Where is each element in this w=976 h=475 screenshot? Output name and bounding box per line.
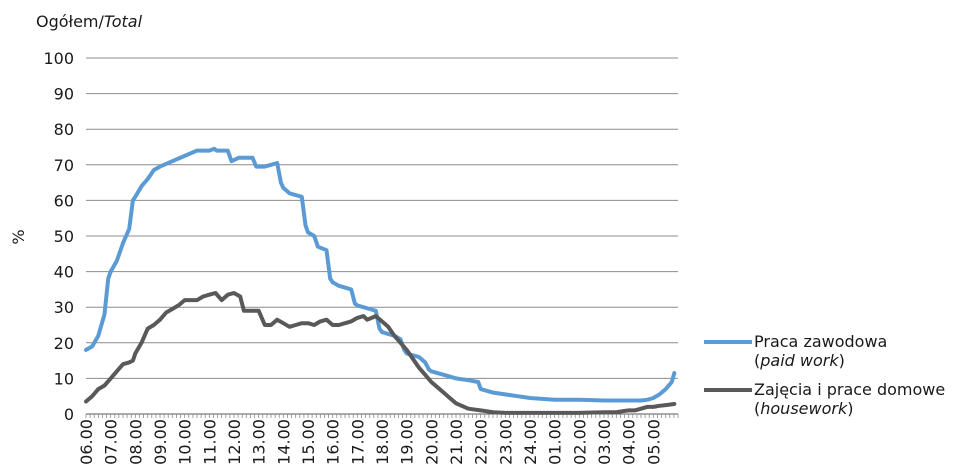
x-tick-label: 06.00 [77, 419, 96, 465]
y-tick-label: 30 [54, 298, 74, 317]
x-tick-label: 21.00 [447, 419, 466, 465]
legend-label-italic: paid work [760, 351, 839, 370]
y-tick-label: 20 [54, 334, 74, 353]
legend-swatch-housework [704, 388, 752, 392]
series-line-paid-work [84, 146, 677, 403]
x-tick-label: 19.00 [398, 419, 417, 465]
y-tick-labels: 0 10 20 30 40 50 60 70 80 90 100 [43, 49, 74, 424]
x-tick-label: 23.00 [496, 419, 515, 465]
chart-title-italic: Total [103, 12, 143, 31]
y-tick-label: 0 [64, 405, 74, 424]
y-tick-label: 50 [54, 227, 74, 246]
x-tick-label: 17.00 [348, 419, 367, 465]
chart-title: Ogółem/Total [36, 12, 142, 31]
x-tick-label: 10.00 [176, 419, 195, 465]
legend-label-paid-work: Praca zawodowa (paid work) [754, 332, 888, 370]
series-line-housework [84, 291, 677, 415]
y-tick-label: 40 [54, 263, 74, 282]
x-tick-label: 05.00 [644, 419, 663, 465]
y-tick-label: 100 [43, 49, 74, 68]
x-tick-label: 15.00 [299, 419, 318, 465]
legend-label-main: Zajęcia i prace domowe [754, 380, 946, 399]
x-axis [85, 413, 679, 418]
x-tick-label: 12.00 [225, 419, 244, 465]
y-tick-label: 80 [54, 120, 74, 139]
gridlines [86, 57, 678, 379]
x-tick-label: 18.00 [373, 419, 392, 465]
x-tick-label: 24.00 [521, 419, 540, 465]
x-tick-label: 14.00 [274, 419, 293, 465]
x-tick-label: 13.00 [250, 419, 269, 465]
x-tick-label: 07.00 [102, 419, 121, 465]
x-tick-label: 03.00 [595, 419, 614, 465]
series-lines [84, 146, 677, 415]
legend-label-italic: housework [760, 399, 848, 418]
y-tick-label: 10 [54, 369, 74, 388]
x-tick-label: 22.00 [472, 419, 491, 465]
y-tick-label: 60 [54, 191, 74, 210]
x-tick-label: 01.00 [546, 419, 565, 465]
x-tick-label: 11.00 [200, 419, 219, 465]
legend-swatch-paid-work [704, 340, 752, 344]
legend-label-main: Praca zawodowa [754, 332, 888, 351]
x-tick-label: 08.00 [126, 419, 145, 465]
legend-label-housework: Zajęcia i prace domowe (housework) [754, 380, 946, 418]
y-tick-label: 70 [54, 156, 74, 175]
y-tick-label: 90 [54, 85, 74, 104]
x-tick-label: 04.00 [620, 419, 639, 465]
x-tick-labels: 06.00 07.00 08.00 09.00 10.00 11.00 12.00 13.00… [77, 419, 663, 465]
chart-title-main: Ogółem/ [36, 12, 104, 31]
x-tick-label: 16.00 [324, 419, 343, 465]
x-tick-label: 09.00 [151, 419, 170, 465]
x-tick-label: 20.00 [422, 419, 441, 465]
y-axis-label: % [9, 229, 28, 244]
x-tick-label: 02.00 [570, 419, 589, 465]
